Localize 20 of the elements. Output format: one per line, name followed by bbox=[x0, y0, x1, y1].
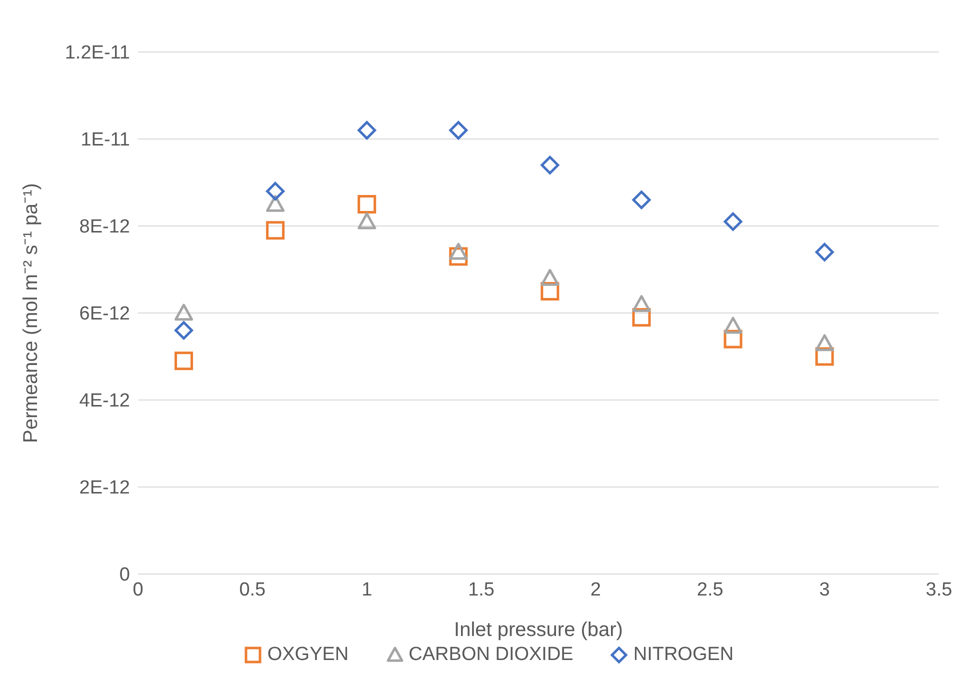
x-tick-label: 3 bbox=[819, 579, 830, 600]
y-tick-label: 1.2E-11 bbox=[64, 42, 130, 64]
x-tick-label: 3.5 bbox=[926, 579, 952, 600]
x-tick-label: 1 bbox=[362, 579, 372, 600]
y-axis-title: Permeance (mol m⁻² s⁻¹ pa⁻¹) bbox=[20, 183, 42, 443]
y-tick-label: 2E-12 bbox=[79, 478, 130, 499]
y-tick-label: 8E-12 bbox=[79, 216, 130, 238]
x-tick-label: 1.5 bbox=[468, 579, 494, 600]
y-tick-label: 4E-12 bbox=[79, 390, 130, 412]
y-tick-label: 0 bbox=[119, 564, 130, 586]
legend-label: CARBON DIOXIDE bbox=[408, 644, 574, 666]
x-tick-label: 2.5 bbox=[696, 579, 724, 600]
x-tick-label: 0.5 bbox=[239, 579, 266, 600]
y-tick-label: 6E-12 bbox=[79, 304, 130, 325]
legend-label: OXGYEN bbox=[266, 644, 349, 666]
y-tick-label: 1E-11 bbox=[80, 130, 130, 151]
x-tick-label: 0 bbox=[132, 579, 144, 600]
legend-label: NITROGEN bbox=[632, 644, 734, 666]
x-tick-label: 2 bbox=[590, 579, 602, 600]
x-axis-title: Inlet pressure (bar) bbox=[454, 619, 623, 641]
